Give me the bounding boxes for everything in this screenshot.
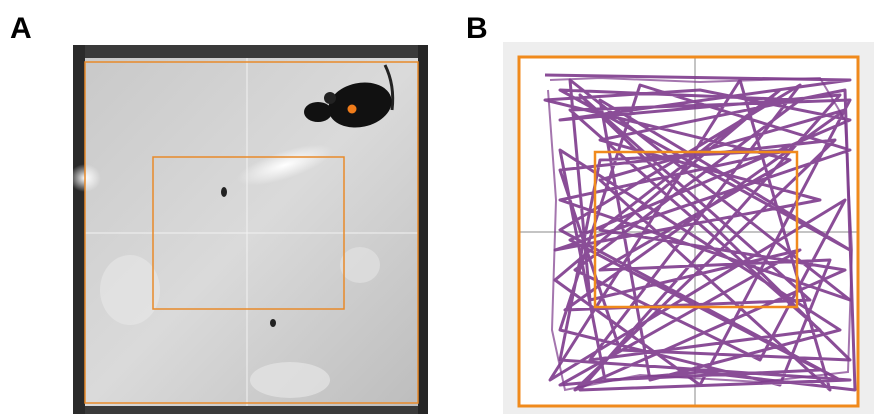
trajectory-panel: [503, 42, 874, 414]
figure: A B: [0, 0, 874, 414]
panel-label: B: [466, 12, 488, 45]
page: A B (() => { con: [0, 0, 874, 414]
photo: [69, 45, 428, 414]
panel-label: A: [10, 12, 32, 45]
